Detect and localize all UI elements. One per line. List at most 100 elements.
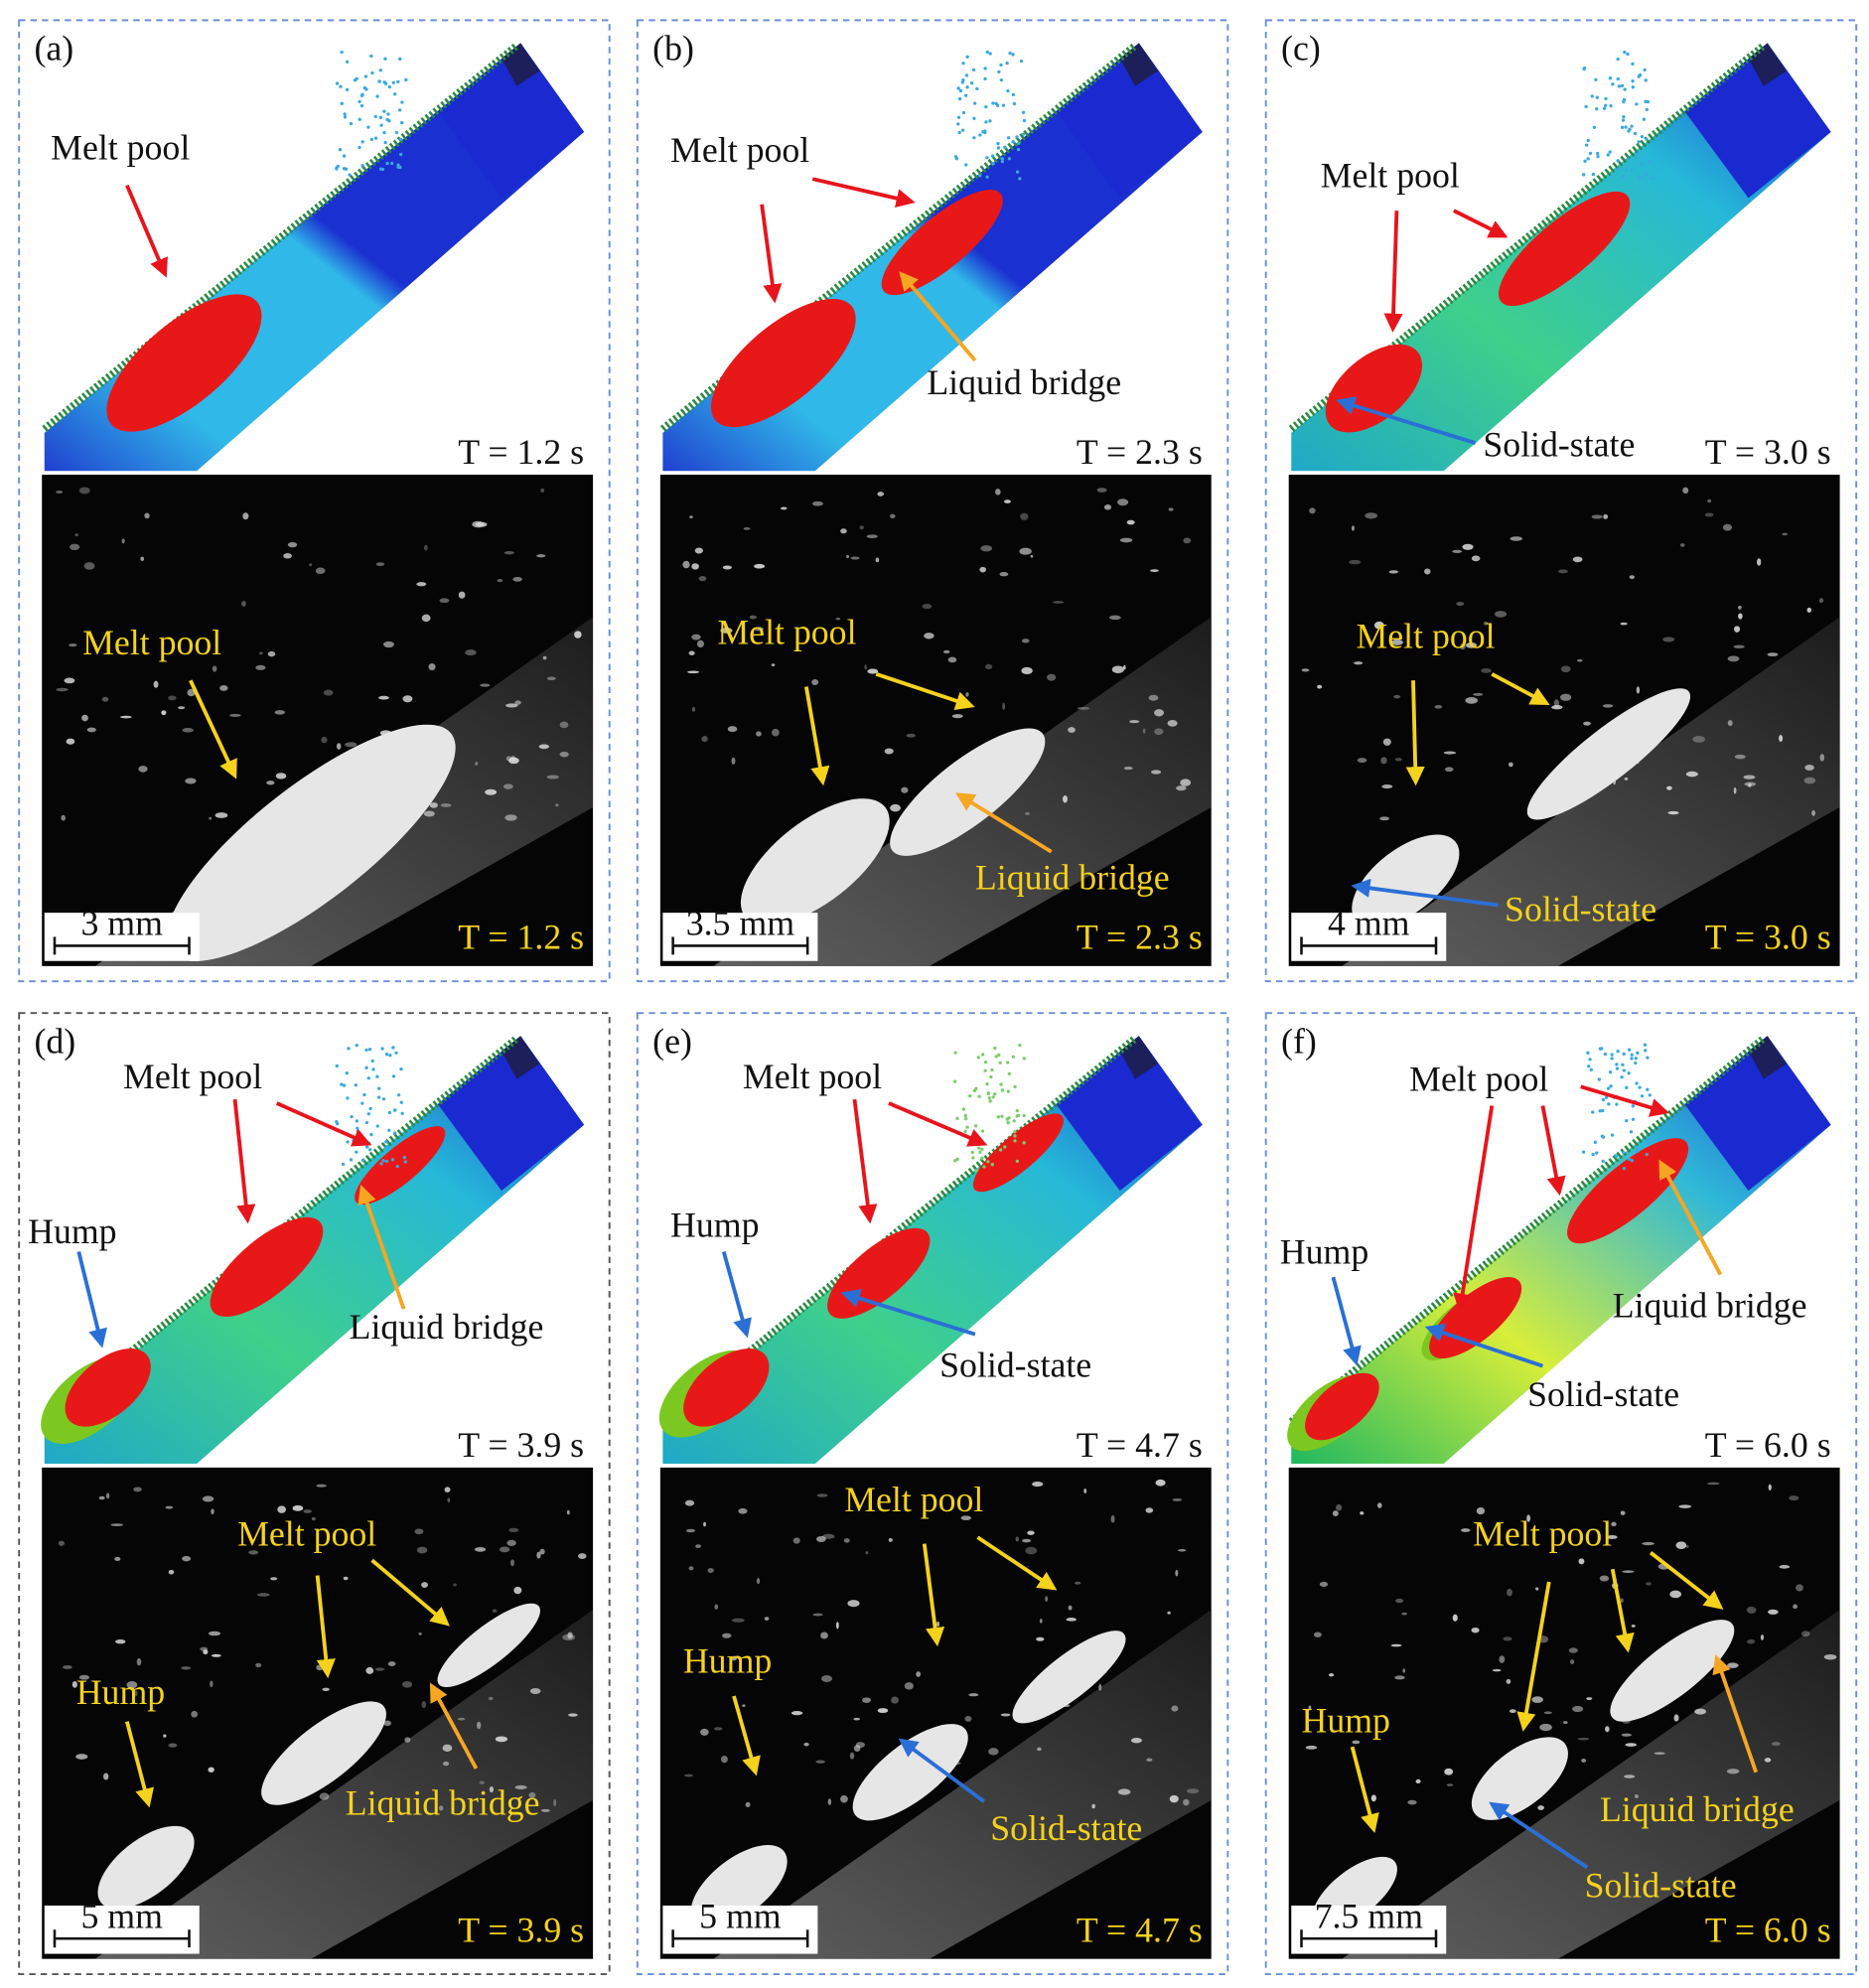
spatter	[1640, 1094, 1645, 1098]
spatter-particle	[1492, 1668, 1502, 1672]
spatter-particle	[492, 1609, 498, 1613]
spatter-particle	[309, 563, 313, 567]
spatter	[1581, 1150, 1586, 1154]
spatter-particle	[315, 567, 326, 575]
spatter-particle	[444, 1487, 451, 1492]
spatter	[1651, 176, 1655, 181]
spatter	[1646, 99, 1651, 104]
spatter-particle	[714, 1604, 719, 1610]
panel-border	[1264, 19, 1858, 983]
spatter	[399, 1066, 403, 1071]
spatter-particle	[1483, 622, 1489, 626]
spatter-particle	[1499, 1655, 1506, 1663]
spatter-particle	[1183, 1798, 1190, 1806]
spatter	[1001, 103, 1006, 107]
spatter-particle	[185, 778, 197, 784]
annotation: Liquid bridge	[350, 1307, 544, 1347]
spatter-particle	[277, 1505, 287, 1513]
spatter	[386, 112, 390, 116]
spatter-particle	[559, 751, 569, 758]
spatter	[1622, 1052, 1626, 1057]
spatter	[1609, 1084, 1613, 1088]
spatter	[385, 161, 389, 166]
spatter-particle	[1539, 1723, 1552, 1732]
spatter-particle	[1811, 810, 1815, 816]
spatter	[991, 1095, 995, 1099]
spatter-particle	[1473, 692, 1484, 696]
spatter-particle	[316, 1664, 324, 1671]
spatter-particle	[1578, 1558, 1585, 1565]
spatter-particle	[559, 721, 569, 729]
spatter	[380, 1047, 384, 1051]
spatter	[991, 101, 995, 105]
spatter-particle	[1726, 1769, 1740, 1775]
spatter-particle	[901, 786, 909, 793]
spatter	[964, 93, 968, 97]
spatter-particle	[1169, 1794, 1179, 1803]
spatter-particle	[1495, 611, 1508, 618]
scale-bar-label: 4 mm	[1328, 903, 1410, 942]
spatter	[359, 103, 364, 108]
spatter	[400, 100, 404, 104]
spatter	[1631, 1104, 1635, 1108]
simulation-view: Melt pool Liquid bridge T = 2.3 s	[659, 42, 1203, 472]
spatter	[1016, 1113, 1021, 1118]
scale-bar-box	[662, 913, 818, 961]
spatter-particle	[1021, 666, 1033, 675]
spatter	[968, 1094, 972, 1098]
spatter	[1635, 1081, 1639, 1085]
spatter	[1640, 135, 1645, 139]
spatter-particle	[1738, 613, 1743, 620]
arrow	[358, 1184, 406, 1310]
spatter-particle	[947, 656, 957, 663]
annotation: Hump	[28, 1211, 116, 1251]
arrow	[760, 204, 783, 304]
annotation: Solid-state	[990, 1808, 1142, 1848]
spatter-particle	[843, 1538, 850, 1543]
spatter-particle	[951, 714, 963, 719]
spatter-particle	[440, 803, 452, 807]
spatter	[1634, 1057, 1638, 1061]
spatter-particle	[1583, 721, 1591, 726]
spatter	[1622, 1151, 1626, 1155]
spatter	[1637, 140, 1641, 144]
spatter	[1646, 1141, 1650, 1145]
spatter-particle	[428, 663, 436, 671]
spatter-particle	[438, 1805, 444, 1811]
spatter-particle	[1434, 705, 1443, 709]
spatter-particle	[536, 1551, 541, 1559]
spatter-particle	[849, 1752, 855, 1760]
spatter	[1595, 1151, 1599, 1155]
melt-pool	[106, 294, 262, 432]
spatter-particle	[1727, 1662, 1739, 1668]
spatter	[396, 1093, 401, 1097]
time-label: T = 3.0 s	[1705, 432, 1831, 472]
spatter-particle	[686, 1528, 696, 1533]
spatter	[1012, 101, 1017, 106]
spatter	[990, 1163, 994, 1167]
melt-pool	[710, 298, 856, 428]
spatter	[1594, 77, 1598, 81]
spatter-particle	[1572, 1705, 1584, 1713]
spatter-particle	[219, 685, 228, 691]
spatter	[1608, 76, 1613, 80]
spatter	[1582, 173, 1586, 177]
arrow	[1336, 396, 1477, 445]
spatter-particle	[1733, 786, 1737, 794]
spatter	[1633, 131, 1638, 136]
spatter	[1006, 88, 1010, 93]
spatter-particle	[121, 538, 125, 544]
spatter	[364, 1065, 368, 1069]
spatter-particle	[510, 756, 516, 762]
spatter	[1022, 1113, 1026, 1118]
spatter	[1620, 125, 1625, 129]
spatter-particle	[713, 1727, 723, 1731]
spatter-particle	[375, 562, 385, 567]
annotation: Solid-state	[1505, 889, 1656, 928]
spatter	[956, 122, 960, 126]
spatter-particle	[1146, 1758, 1153, 1763]
spatter-particle	[1305, 1745, 1318, 1750]
spatter-particle	[853, 1717, 860, 1721]
spatter-particle	[208, 1631, 221, 1636]
spatter-particle	[168, 1743, 178, 1748]
